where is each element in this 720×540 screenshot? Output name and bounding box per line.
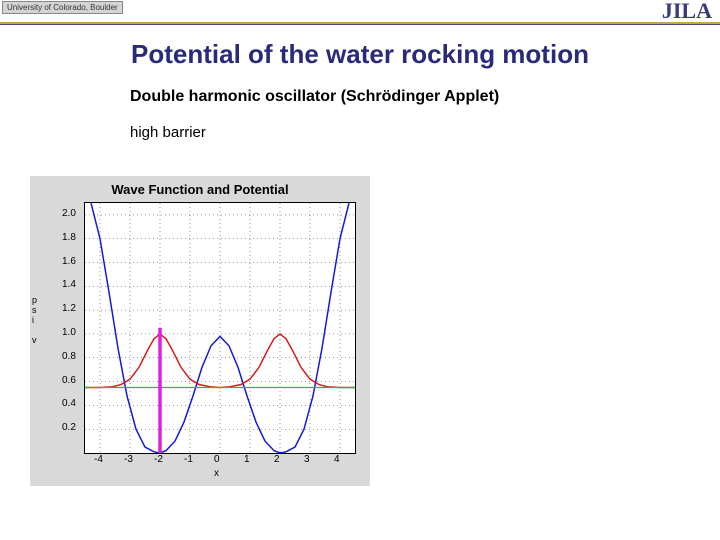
barrier-label: high barrier <box>130 124 720 141</box>
x-tick-label: -2 <box>154 454 163 465</box>
y-tick-label: 0.8 <box>62 351 76 362</box>
page-subtitle: Double harmonic oscillator (Schrödinger … <box>130 88 720 106</box>
y-tick-label: 0.4 <box>62 398 76 409</box>
x-axis-label: x <box>214 468 219 479</box>
y-tick-label: 1.2 <box>62 303 76 314</box>
x-tick-label: 4 <box>334 454 340 465</box>
y-axis-label: psi v <box>32 296 37 345</box>
y-tick-label: 0.2 <box>62 422 76 433</box>
y-tick-label: 1.0 <box>62 327 76 338</box>
x-tick-label: 0 <box>214 454 220 465</box>
y-tick-label: 0.6 <box>62 375 76 386</box>
cu-boulder-logo: University of Colorado, Boulder <box>2 1 123 14</box>
x-tick-label: 3 <box>304 454 310 465</box>
y-tick-label: 1.4 <box>62 279 76 290</box>
jila-logo: JILA <box>662 0 712 24</box>
chart-title: Wave Function and Potential <box>30 176 370 197</box>
header-gold-rule <box>0 22 720 24</box>
y-tick-label: 2.0 <box>62 208 76 219</box>
x-tick-label: -4 <box>94 454 103 465</box>
x-tick-label: 2 <box>274 454 280 465</box>
x-tick-label: -1 <box>184 454 193 465</box>
chart-panel: Wave Function and Potential psi v x -4 -3… <box>30 176 370 486</box>
plot-box <box>84 202 356 454</box>
y-tick-label: 1.8 <box>62 232 76 243</box>
plot-svg <box>85 203 355 453</box>
page-title: Potential of the water rocking motion <box>0 39 720 70</box>
y-tick-label: 1.6 <box>62 256 76 267</box>
x-tick-label: -3 <box>124 454 133 465</box>
x-tick-label: 1 <box>244 454 250 465</box>
